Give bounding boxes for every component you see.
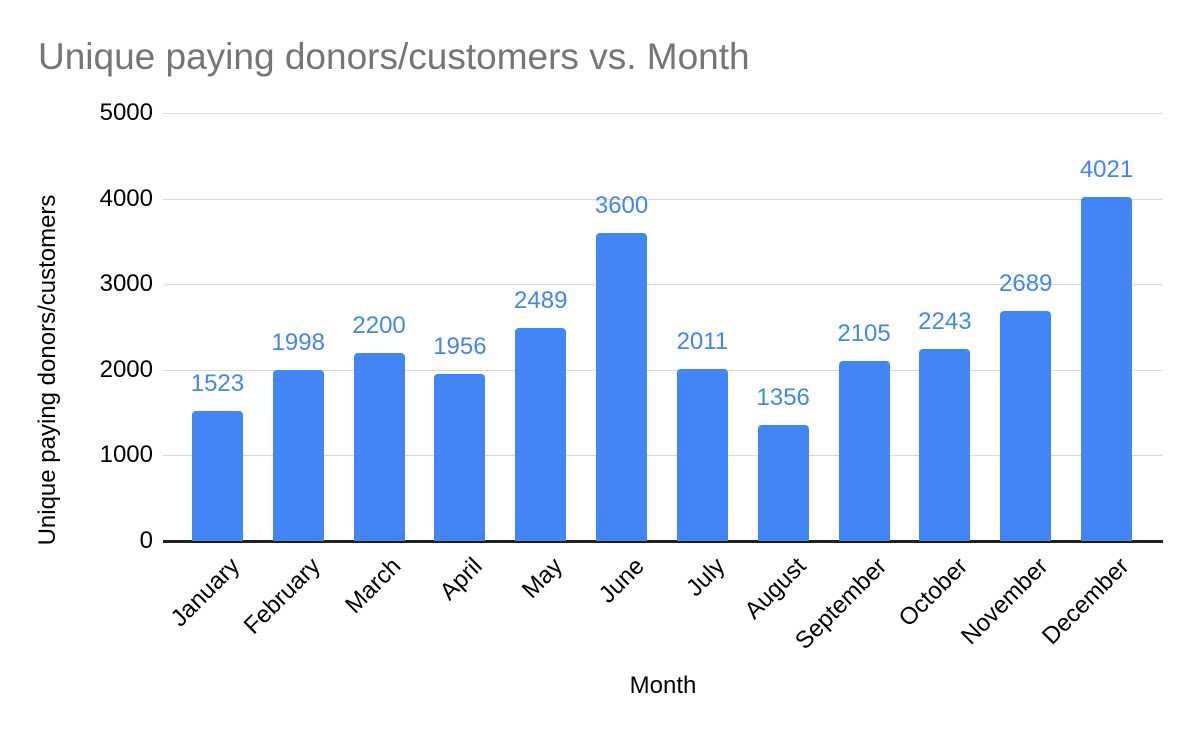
bar-may bbox=[515, 327, 567, 541]
bar-march bbox=[353, 352, 405, 541]
x-tick-label-july: July bbox=[680, 552, 731, 602]
bar-july bbox=[676, 368, 728, 541]
y-tick-label: 5000 bbox=[99, 99, 153, 126]
bar-slot-january: 1523 bbox=[177, 113, 258, 541]
y-tick-label: 4000 bbox=[99, 184, 153, 212]
x-tick-label-june: June bbox=[593, 552, 650, 609]
x-tick-label-october: October bbox=[893, 552, 973, 633]
bar-band: 1523 1998 2200 1956 2489 3600 2011 1356 2105 2243… bbox=[177, 113, 1147, 541]
x-tick-label-february: February bbox=[238, 552, 326, 640]
y-tick-label: 1000 bbox=[99, 441, 153, 469]
bar-value-label-november: 2689 bbox=[999, 269, 1053, 297]
bar-value-label-may: 2489 bbox=[514, 286, 568, 314]
bar-february bbox=[272, 370, 324, 541]
x-tick-label-december: December bbox=[1036, 552, 1135, 650]
bar-september bbox=[838, 360, 890, 541]
bar-value-label-october: 2243 bbox=[918, 308, 972, 335]
bar-value-label-january: 1523 bbox=[190, 369, 245, 397]
x-tick-label-may: May bbox=[517, 552, 569, 604]
chart-title: Unique paying donors/customers vs. Month bbox=[38, 36, 750, 77]
bar-january bbox=[191, 410, 243, 541]
gridline bbox=[163, 284, 1163, 285]
gridline bbox=[163, 113, 1163, 114]
bar-october bbox=[919, 349, 971, 541]
bar-slot-february: 1998 bbox=[258, 113, 339, 541]
bar-value-label-july: 2011 bbox=[676, 327, 729, 355]
bar-slot-august: 1356 bbox=[743, 113, 824, 541]
bar-slot-june: 3600 bbox=[581, 113, 662, 541]
gridline bbox=[163, 370, 1163, 371]
bar-slot-november: 2689 bbox=[985, 113, 1066, 541]
bar-value-label-april: 1956 bbox=[433, 332, 487, 360]
bar-value-label-february: 1998 bbox=[271, 329, 325, 356]
bar-slot-october: 2243 bbox=[904, 113, 985, 541]
bar-december bbox=[1081, 196, 1133, 541]
bar-value-label-september: 2105 bbox=[837, 319, 891, 347]
bar-slot-july: 2011 bbox=[662, 113, 743, 541]
bar-slot-september: 2105 bbox=[824, 113, 905, 541]
x-axis-line bbox=[163, 540, 1163, 543]
bar-value-label-june: 3600 bbox=[594, 191, 649, 219]
bar-value-label-december: 4021 bbox=[1079, 155, 1134, 183]
x-tick-label-january: January bbox=[165, 552, 246, 633]
y-tick-label: 3000 bbox=[99, 270, 153, 298]
gridline bbox=[163, 199, 1163, 200]
y-tick-label: 2000 bbox=[99, 355, 153, 383]
x-tick-label-april: April bbox=[434, 552, 488, 606]
bar-august bbox=[757, 424, 809, 541]
bar-value-label-august: 1356 bbox=[756, 383, 810, 411]
bar-slot-may: 2489 bbox=[500, 113, 581, 541]
bar-value-label-march: 2200 bbox=[352, 311, 406, 339]
bar-slot-april: 1956 bbox=[419, 113, 500, 541]
y-tick-label: 0 bbox=[139, 527, 153, 554]
x-axis-title: Month bbox=[629, 672, 697, 699]
bar-slot-december: 4021 bbox=[1066, 113, 1147, 541]
x-tick-label-march: March bbox=[340, 552, 407, 619]
bar-april bbox=[434, 373, 486, 541]
bar-june bbox=[596, 232, 648, 541]
plot-area: 1523 1998 2200 1956 2489 3600 2011 1356 2105 2243… bbox=[163, 113, 1163, 543]
x-tick-label-november: November bbox=[956, 552, 1054, 650]
bar-november bbox=[1000, 310, 1052, 541]
gridline bbox=[163, 455, 1163, 456]
bar-slot-march: 2200 bbox=[339, 113, 420, 541]
x-tick-label-august: August bbox=[739, 552, 811, 625]
